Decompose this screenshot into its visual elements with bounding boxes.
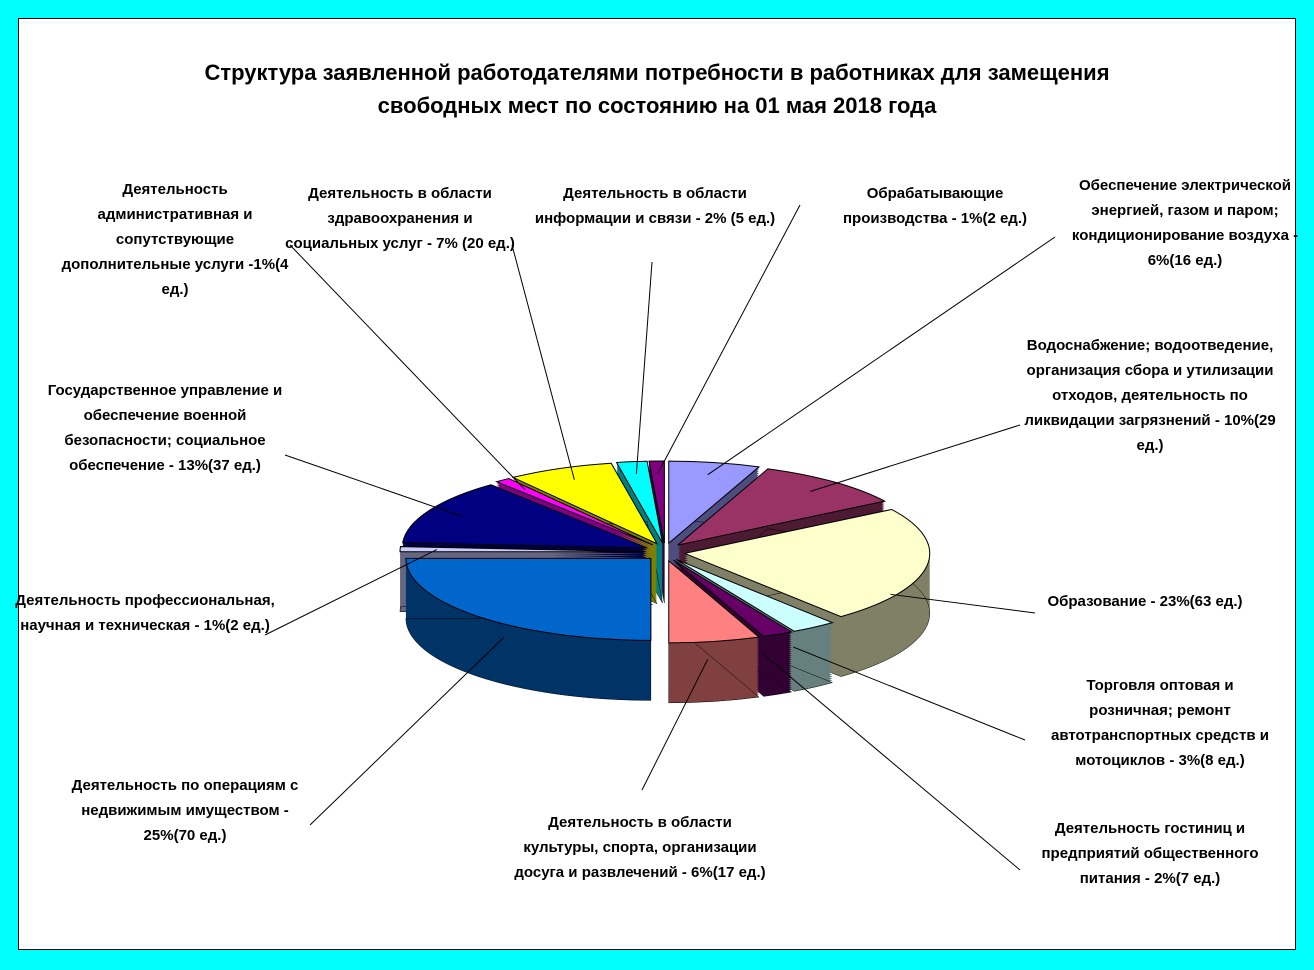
slice-label: Обрабатывающие производства - 1%(2 ед.) <box>835 181 1035 231</box>
category-name: Деятельность в области информации и связ… <box>534 185 747 227</box>
leader-line <box>511 244 575 480</box>
slice-label: Деятельность в области информации и связ… <box>530 181 780 231</box>
category-name: Обеспечение электрической энергией, газо… <box>1071 177 1291 244</box>
slice-top <box>677 468 887 546</box>
chart-title: Структура заявленной работодателями потр… <box>204 60 1110 118</box>
value-label: - 1%(2 ед.) <box>194 617 270 634</box>
slice-label: Деятельность административная и сопутств… <box>55 177 295 302</box>
leader-line <box>264 549 438 636</box>
leader-line <box>707 236 1056 476</box>
slice-label: Образование - 23%(63 ед.) <box>1035 589 1255 614</box>
slice-top <box>495 478 653 546</box>
leader-line <box>309 637 504 826</box>
leader-line <box>793 646 1026 741</box>
category-name: Государственное управление и обеспечение… <box>47 382 283 474</box>
category-name: Деятельность административная и сопутств… <box>61 181 253 273</box>
slice-label: Торговля оптовая и розничная; ремонт авт… <box>1045 673 1275 773</box>
leader-line <box>890 593 1036 614</box>
leader-line <box>761 652 1021 871</box>
slice-top <box>399 546 646 553</box>
slice-top <box>402 484 648 549</box>
category-name: Деятельность в области культуры, спорта,… <box>514 814 757 881</box>
slice-label: Деятельность профессиональная, научная и… <box>15 588 275 638</box>
value-label: - 7% (20 ед.) <box>426 235 515 252</box>
slice-label: Обеспечение электрической энергией, газо… <box>1060 173 1310 273</box>
value-label: - 6%(17 ед.) <box>681 864 766 881</box>
slice-top <box>668 559 761 644</box>
value-label: - 1%(2 ед.) <box>951 210 1027 227</box>
slice-label: Деятельность в области здравоохранения и… <box>280 181 520 256</box>
value-label: - 2%(7 ед.) <box>1144 870 1221 887</box>
category-name: Деятельность гостиниц и предприятий обще… <box>1041 820 1259 887</box>
value-label: - 23%(63 ед.) <box>1150 593 1243 610</box>
value-label: - 13%(37 ед.) <box>168 457 261 474</box>
slice-top <box>683 508 931 618</box>
value-label: -1%(4 ед.) <box>161 256 289 298</box>
category-name: Деятельность профессиональная, научная и… <box>15 592 275 634</box>
slice-label: Деятельность гостиниц и предприятий обще… <box>1025 816 1275 891</box>
slice-top <box>511 462 659 545</box>
category-name: Обрабатывающие производства <box>843 185 1004 227</box>
value-label: - 2% (5 ед.) <box>695 210 776 227</box>
leader-line <box>657 204 801 474</box>
category-name: Деятельность в области здравоохранения и… <box>285 185 492 252</box>
value-label: - 3%(8 ед.) <box>1169 752 1245 769</box>
value-label: - 6%(16 ед.) <box>1147 227 1299 269</box>
slice-top <box>405 557 652 641</box>
leader-line <box>284 454 462 517</box>
slice-top <box>668 460 761 545</box>
value-label: - 25%(70 ед.) <box>143 802 289 844</box>
slice-top <box>675 558 834 632</box>
slice-label: Водоснабжение; водоотведение, организаци… <box>1015 333 1285 458</box>
leader-line <box>641 659 709 791</box>
slice-label: Государственное управление и обеспечение… <box>45 378 285 478</box>
leader-line <box>289 244 526 491</box>
category-name: Образование <box>1047 593 1147 610</box>
category-name: Торговля оптовая и розничная; ремонт авт… <box>1051 677 1269 769</box>
leader-line <box>635 261 653 474</box>
slice-label: Деятельность по операциям с недвижимым и… <box>65 773 305 848</box>
slice-top <box>615 460 663 544</box>
category-name: Деятельность по операциям с недвижимым и… <box>71 777 299 819</box>
category-name: Водоснабжение; водоотведение, организаци… <box>1024 337 1274 429</box>
leader-line <box>810 424 1021 492</box>
slice-top <box>673 559 793 637</box>
value-label: - 10%(29 ед.) <box>1136 412 1276 454</box>
slice-label: Деятельность в области культуры, спорта,… <box>510 810 770 885</box>
